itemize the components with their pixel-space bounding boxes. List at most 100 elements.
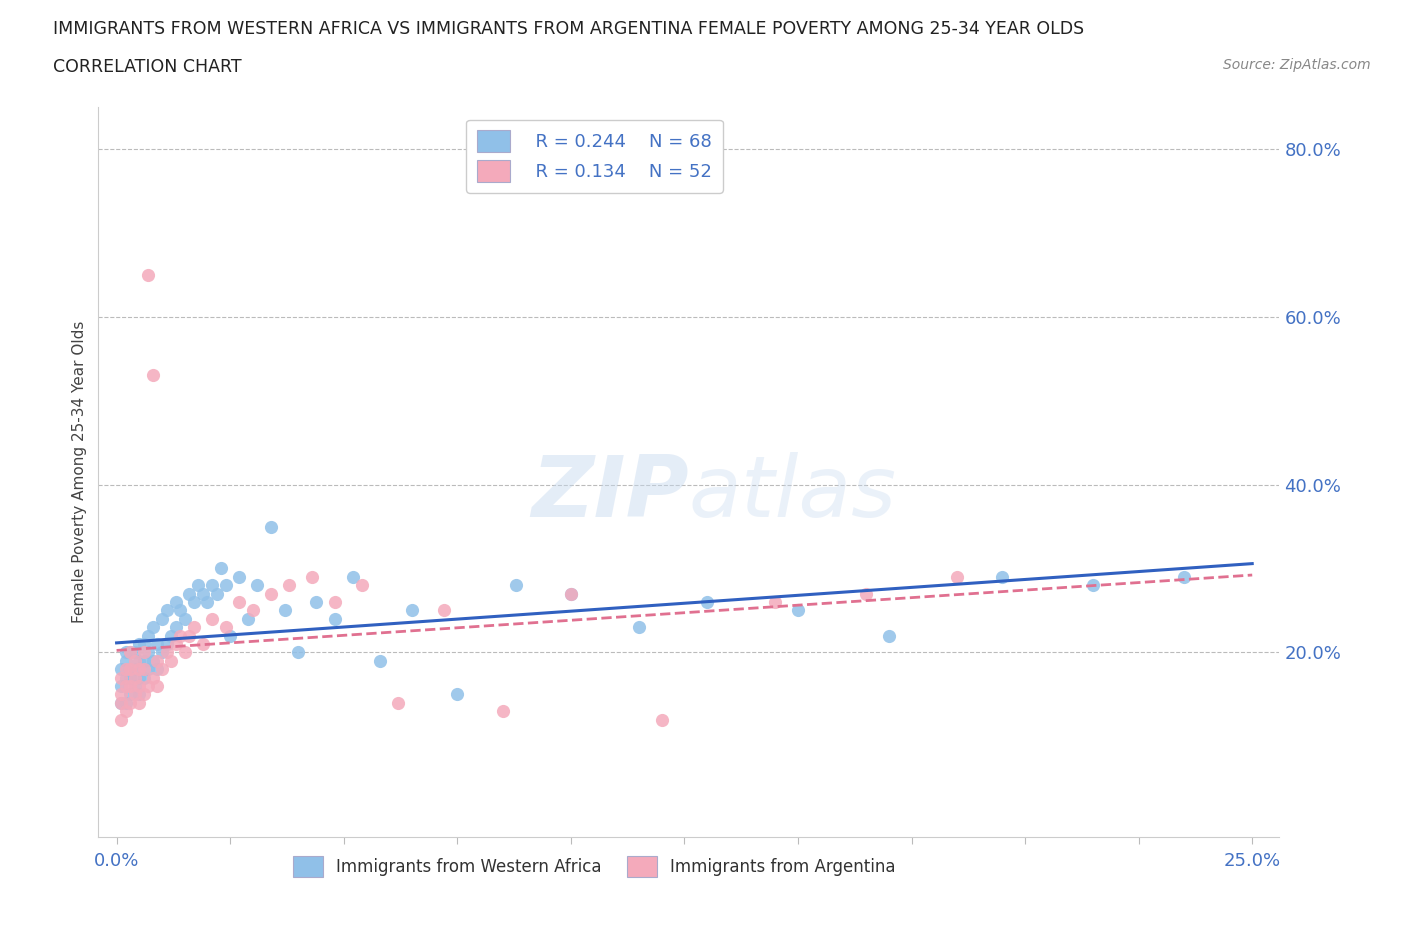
- Point: [183, 619, 205, 634]
- Point: [246, 578, 269, 592]
- Point: [214, 619, 236, 634]
- Point: [323, 594, 346, 609]
- Point: [273, 603, 295, 618]
- Point: [142, 671, 165, 685]
- Point: [120, 662, 142, 677]
- Point: [132, 687, 155, 702]
- Point: [128, 636, 150, 651]
- Point: [433, 603, 456, 618]
- Point: [128, 671, 150, 685]
- Point: [120, 696, 142, 711]
- Point: [323, 611, 346, 626]
- Point: [155, 636, 177, 651]
- Point: [197, 594, 219, 609]
- Point: [110, 671, 132, 685]
- Point: [132, 662, 155, 677]
- Point: [191, 586, 214, 601]
- Point: [183, 594, 205, 609]
- Point: [110, 679, 132, 694]
- Point: [560, 586, 582, 601]
- Point: [110, 662, 132, 677]
- Point: [110, 687, 132, 702]
- Point: [114, 704, 136, 719]
- Point: [128, 654, 150, 669]
- Point: [146, 679, 169, 694]
- Point: [287, 644, 309, 659]
- Point: [128, 679, 150, 694]
- Point: [138, 628, 160, 643]
- Point: [150, 644, 173, 659]
- Point: [205, 586, 228, 601]
- Legend: Immigrants from Western Africa, Immigrants from Argentina: Immigrants from Western Africa, Immigran…: [287, 850, 903, 883]
- Point: [155, 644, 177, 659]
- Point: [146, 654, 169, 669]
- Text: ZIP: ZIP: [531, 452, 689, 536]
- Point: [132, 654, 155, 669]
- Text: IMMIGRANTS FROM WESTERN AFRICA VS IMMIGRANTS FROM ARGENTINA FEMALE POVERTY AMONG: IMMIGRANTS FROM WESTERN AFRICA VS IMMIGR…: [53, 20, 1084, 38]
- Point: [1083, 578, 1105, 592]
- Point: [114, 671, 136, 685]
- Point: [278, 578, 301, 592]
- Point: [110, 712, 132, 727]
- Point: [128, 662, 150, 677]
- Point: [169, 628, 191, 643]
- Text: atlas: atlas: [689, 452, 897, 536]
- Point: [505, 578, 527, 592]
- Point: [446, 687, 468, 702]
- Point: [214, 578, 236, 592]
- Point: [132, 671, 155, 685]
- Point: [238, 611, 260, 626]
- Point: [401, 603, 423, 618]
- Point: [228, 594, 250, 609]
- Point: [146, 662, 169, 677]
- Point: [165, 619, 187, 634]
- Point: [368, 654, 391, 669]
- Point: [301, 569, 323, 584]
- Point: [110, 696, 132, 711]
- Point: [132, 636, 155, 651]
- Point: [696, 594, 718, 609]
- Point: [120, 662, 142, 677]
- Point: [138, 644, 160, 659]
- Point: [114, 662, 136, 677]
- Point: [124, 662, 146, 677]
- Point: [124, 671, 146, 685]
- Point: [114, 654, 136, 669]
- Point: [242, 603, 264, 618]
- Point: [132, 644, 155, 659]
- Point: [165, 594, 187, 609]
- Point: [946, 569, 969, 584]
- Point: [120, 687, 142, 702]
- Point: [991, 569, 1014, 584]
- Point: [763, 594, 786, 609]
- Point: [560, 586, 582, 601]
- Point: [138, 679, 160, 694]
- Point: [228, 569, 250, 584]
- Point: [350, 578, 373, 592]
- Point: [179, 628, 201, 643]
- Point: [187, 578, 209, 592]
- Point: [120, 644, 142, 659]
- Point: [160, 628, 183, 643]
- Point: [120, 679, 142, 694]
- Point: [1173, 569, 1195, 584]
- Point: [150, 662, 173, 677]
- Point: [219, 628, 242, 643]
- Point: [155, 603, 177, 618]
- Point: [260, 586, 283, 601]
- Point: [260, 519, 283, 534]
- Point: [120, 671, 142, 685]
- Point: [114, 644, 136, 659]
- Point: [150, 611, 173, 626]
- Point: [201, 578, 224, 592]
- Point: [201, 611, 224, 626]
- Point: [142, 619, 165, 634]
- Point: [305, 594, 328, 609]
- Point: [342, 569, 364, 584]
- Point: [627, 619, 650, 634]
- Point: [114, 696, 136, 711]
- Point: [173, 644, 195, 659]
- Point: [173, 611, 195, 626]
- Point: [142, 368, 165, 383]
- Point: [855, 586, 877, 601]
